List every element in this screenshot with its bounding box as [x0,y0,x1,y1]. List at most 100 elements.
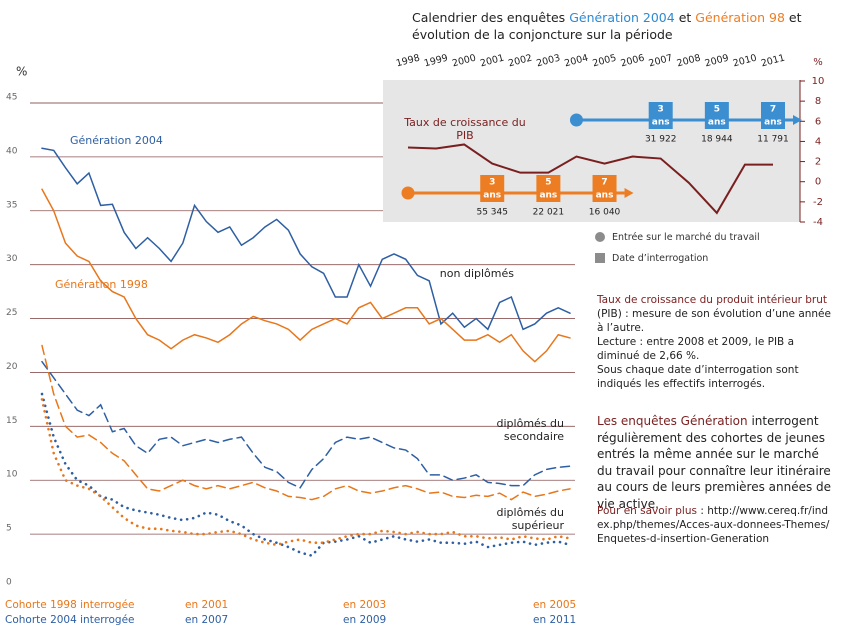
survey-box [536,175,561,202]
survey-duration: 7 [601,178,607,188]
x-tick-label: 1999 [423,53,449,70]
survey-start [401,186,415,200]
survey-unit: ans [652,118,670,128]
survey-duration: 5 [545,178,551,188]
x-tick-label: 2005 [591,53,617,70]
x-date-label: en 2007 [185,614,229,626]
survey-count: 31 922 [645,135,677,145]
y-axis-label: % [16,65,27,79]
x-tick-label: 1998 [395,53,421,70]
y-tick-label: 20 [6,362,18,372]
y2-tick-label: 2 [815,157,821,168]
note-pib: Taux de croissance du produit intérieur … [597,293,837,391]
y-tick-label: 0 [6,578,12,588]
y-tick-label: 25 [6,308,17,318]
survey-unit: ans [708,118,726,128]
y2-tick-label: -2 [813,197,823,208]
x-date-label: en 2005 [533,599,577,611]
x-tick-label: 2003 [535,53,561,70]
y2-tick-label: -4 [813,217,823,228]
survey-unit: ans [483,191,501,201]
note-text: interrogent régulièrement des cohortes d… [597,414,832,511]
survey-box [648,102,673,129]
note-more: Pour en savoir plus : http://www.cereq.f… [597,504,832,546]
series-label: Taux de croissance du PIB [404,116,526,142]
y-tick-label: 30 [6,254,18,264]
survey-arrow [624,188,634,198]
survey-box [592,175,617,202]
survey-unit: ans [596,191,614,201]
x-tick-label: 2006 [620,53,646,70]
annotation: diplômés du supérieur [496,506,564,532]
inset-box [383,80,800,222]
note-text: Sous chaque date d’interrogation sont in… [597,364,799,390]
series-line [40,392,572,558]
series-label: Génération 1998 [55,278,148,291]
y2-tick-label: 10 [812,76,825,87]
x-row-label: Cohorte 2004 interrogée [5,614,135,626]
series-line [41,147,571,331]
note-text: Lecture : entre 2008 et 2009, le PIB a d… [597,336,795,362]
note-text: (PIB) : mesure de son évolution d’une an… [597,308,831,334]
survey-count: 18 944 [701,135,733,145]
title-part: évolution de la conjoncture sur la pério… [412,27,673,42]
survey-start [569,113,583,127]
series-line [41,360,571,489]
legend-circle [595,232,605,242]
y-tick-label: 15 [6,416,17,426]
x-tick-label: 2010 [732,53,758,70]
survey-count: 11 791 [757,135,789,145]
annotation: non diplômés [439,267,514,280]
survey-duration: 3 [489,178,495,188]
y-tick-label: 45 [6,93,17,103]
annotation: diplômés du secondaire [496,417,564,443]
note-title: Les enquêtes Génération [597,414,748,428]
note-text: : http://www.cereq.fr/index.php/themes/A… [597,505,830,545]
gdp-line [407,143,773,215]
x-tick-label: 2002 [507,53,533,70]
x-tick-label: 2011 [760,53,786,70]
inset-title: Calendrier des enquêtes Génération 2004 … [412,9,802,43]
y-tick-label: 5 [6,524,12,534]
x-row-label: Cohorte 1998 interrogée [5,599,135,611]
survey-box [480,175,505,202]
note-title: Pour en savoir plus [597,505,697,517]
series-label: Génération 2004 [70,134,163,147]
survey-count: 55 345 [476,208,508,218]
x-date-label: en 2003 [343,599,387,611]
survey-unit: ans [764,118,782,128]
x-tick-label: 2007 [648,53,674,70]
survey-box [761,102,785,129]
title-part: Calendrier des enquêtes [412,10,566,25]
survey-count: 22 021 [533,208,565,218]
legend-label: Date d’interrogation [612,253,709,264]
x-tick-label: 2001 [479,53,505,70]
y-tick-label: 40 [6,146,18,156]
x-tick-label: 2004 [563,53,589,70]
y2-axis-label: % [813,57,823,68]
title-part: et [788,10,802,25]
survey-box [704,102,729,129]
series-line [41,188,571,363]
x-tick-label: 2008 [676,53,702,70]
y2-tick-label: 0 [815,177,821,188]
x-date-label: en 2011 [533,614,577,626]
survey-duration: 5 [714,105,720,115]
x-tick-label: 2000 [451,53,477,70]
note-survey: Les enquêtes Génération interrogent régu… [597,413,837,512]
x-date-label: en 2009 [343,614,387,626]
survey-unit: ans [539,191,557,201]
title-part: Génération 98 [695,10,785,25]
legend-label: Entrée sur le marché du travail [612,232,760,243]
y-tick-label: 10 [6,470,18,480]
survey-count: 16 040 [589,208,621,218]
survey-arrow [793,115,802,125]
survey-duration: 3 [658,105,664,115]
note-title: Taux de croissance du produit intérieur … [597,294,828,306]
y-tick-label: 35 [6,200,17,210]
y2-tick-label: 6 [815,116,821,127]
x-tick-label: 2009 [704,53,730,70]
x-date-label: en 2001 [185,599,229,611]
